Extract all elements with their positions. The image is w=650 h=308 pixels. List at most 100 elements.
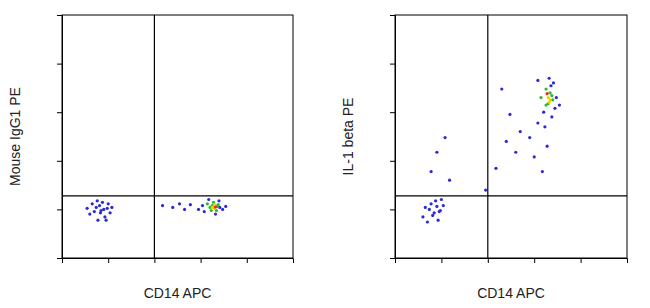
event-dot [546, 92, 549, 95]
event-dot [553, 107, 556, 110]
event-dot [201, 204, 204, 207]
y-tick [390, 64, 395, 65]
event-dot [544, 103, 547, 106]
event-dot [514, 151, 517, 154]
x-tick-mark [108, 258, 109, 263]
x-tick [488, 258, 489, 263]
y-tick [390, 209, 395, 210]
event-dot [424, 206, 427, 209]
event-dot [550, 94, 553, 97]
y-tick-mark [57, 112, 62, 113]
event-dot [434, 199, 437, 202]
event-dot [500, 87, 503, 90]
plot-frame [62, 15, 293, 258]
event-dot [101, 201, 104, 204]
y-tick-mark [390, 209, 395, 210]
event-dot [437, 219, 440, 222]
x-axis-line [63, 259, 294, 264]
event-dot [103, 215, 106, 218]
y-tick [57, 209, 62, 210]
y-tick [57, 64, 62, 65]
event-dot [435, 205, 438, 208]
event-dot [171, 206, 174, 209]
y-axis [57, 16, 63, 259]
event-dot [536, 79, 539, 82]
quadrant-gates [62, 15, 293, 258]
y-axis [390, 16, 396, 259]
y-tick [57, 112, 62, 113]
panel [390, 15, 628, 263]
event-dot [104, 219, 107, 222]
event-dot [106, 207, 109, 210]
event-dot [211, 206, 214, 209]
x-tick-mark [488, 258, 489, 263]
event-dot [543, 125, 546, 128]
event-dot [552, 81, 555, 84]
event-dot [96, 219, 99, 222]
event-dot [96, 199, 99, 202]
x-tick [441, 258, 442, 263]
quadrant-vertical [154, 15, 155, 258]
event-dot [102, 208, 105, 211]
event-dot [203, 210, 206, 213]
event-dot [440, 198, 443, 201]
event-dot [519, 130, 522, 133]
panel [57, 15, 294, 263]
event-dot [86, 207, 89, 210]
x-tick [534, 258, 535, 263]
quadrant-gates [395, 15, 627, 258]
event-dot [539, 96, 542, 99]
y-tick-mark [57, 161, 62, 162]
event-dot [528, 136, 531, 139]
x-tick [581, 258, 582, 263]
event-dot [99, 211, 102, 214]
event-dot [88, 213, 91, 216]
x-tick [154, 258, 155, 263]
event-dot [431, 214, 434, 217]
event-dot [442, 204, 445, 207]
y-tick [57, 161, 62, 162]
event-dot [548, 77, 551, 80]
x-tick-mark [534, 258, 535, 263]
y-tick-mark [390, 112, 395, 113]
event-dot [438, 210, 441, 213]
event-dot [494, 167, 497, 170]
y-axis-title: IL-1 beta PE [340, 98, 356, 176]
event-dot [197, 208, 200, 211]
event-dot [430, 170, 433, 173]
event-dot [508, 113, 511, 116]
event-dot [542, 111, 545, 114]
y-tick-mark [390, 161, 395, 162]
points [421, 77, 561, 224]
x-tick-mark [441, 258, 442, 263]
y-tick-mark [57, 209, 62, 210]
event-dot [217, 199, 220, 202]
y-axis-title: Mouse IgG1 PE [7, 87, 23, 186]
event-dot [178, 202, 181, 205]
x-tick-mark [581, 258, 582, 263]
y-tick [390, 112, 395, 113]
event-dot [435, 151, 438, 154]
event-dot [91, 202, 94, 205]
x-axis [396, 258, 628, 263]
event-dot [207, 198, 210, 201]
event-dot [98, 204, 101, 207]
x-tick-mark [154, 258, 155, 263]
event-dot [448, 179, 451, 182]
event-dot [109, 211, 112, 214]
x-axis-line [396, 259, 628, 264]
event-dot [161, 204, 164, 207]
event-dot [505, 140, 508, 143]
event-dot [214, 213, 217, 216]
event-dot [214, 205, 217, 208]
event-dot [421, 215, 424, 218]
quadrant-horizontal [62, 195, 293, 196]
event-dot [110, 206, 113, 209]
event-dot [183, 208, 186, 211]
y-axis-line [57, 16, 63, 259]
points [86, 198, 228, 222]
y-axis-line [390, 16, 396, 259]
event-dot [189, 203, 192, 206]
event-dot [95, 206, 98, 209]
event-dot [549, 84, 552, 87]
